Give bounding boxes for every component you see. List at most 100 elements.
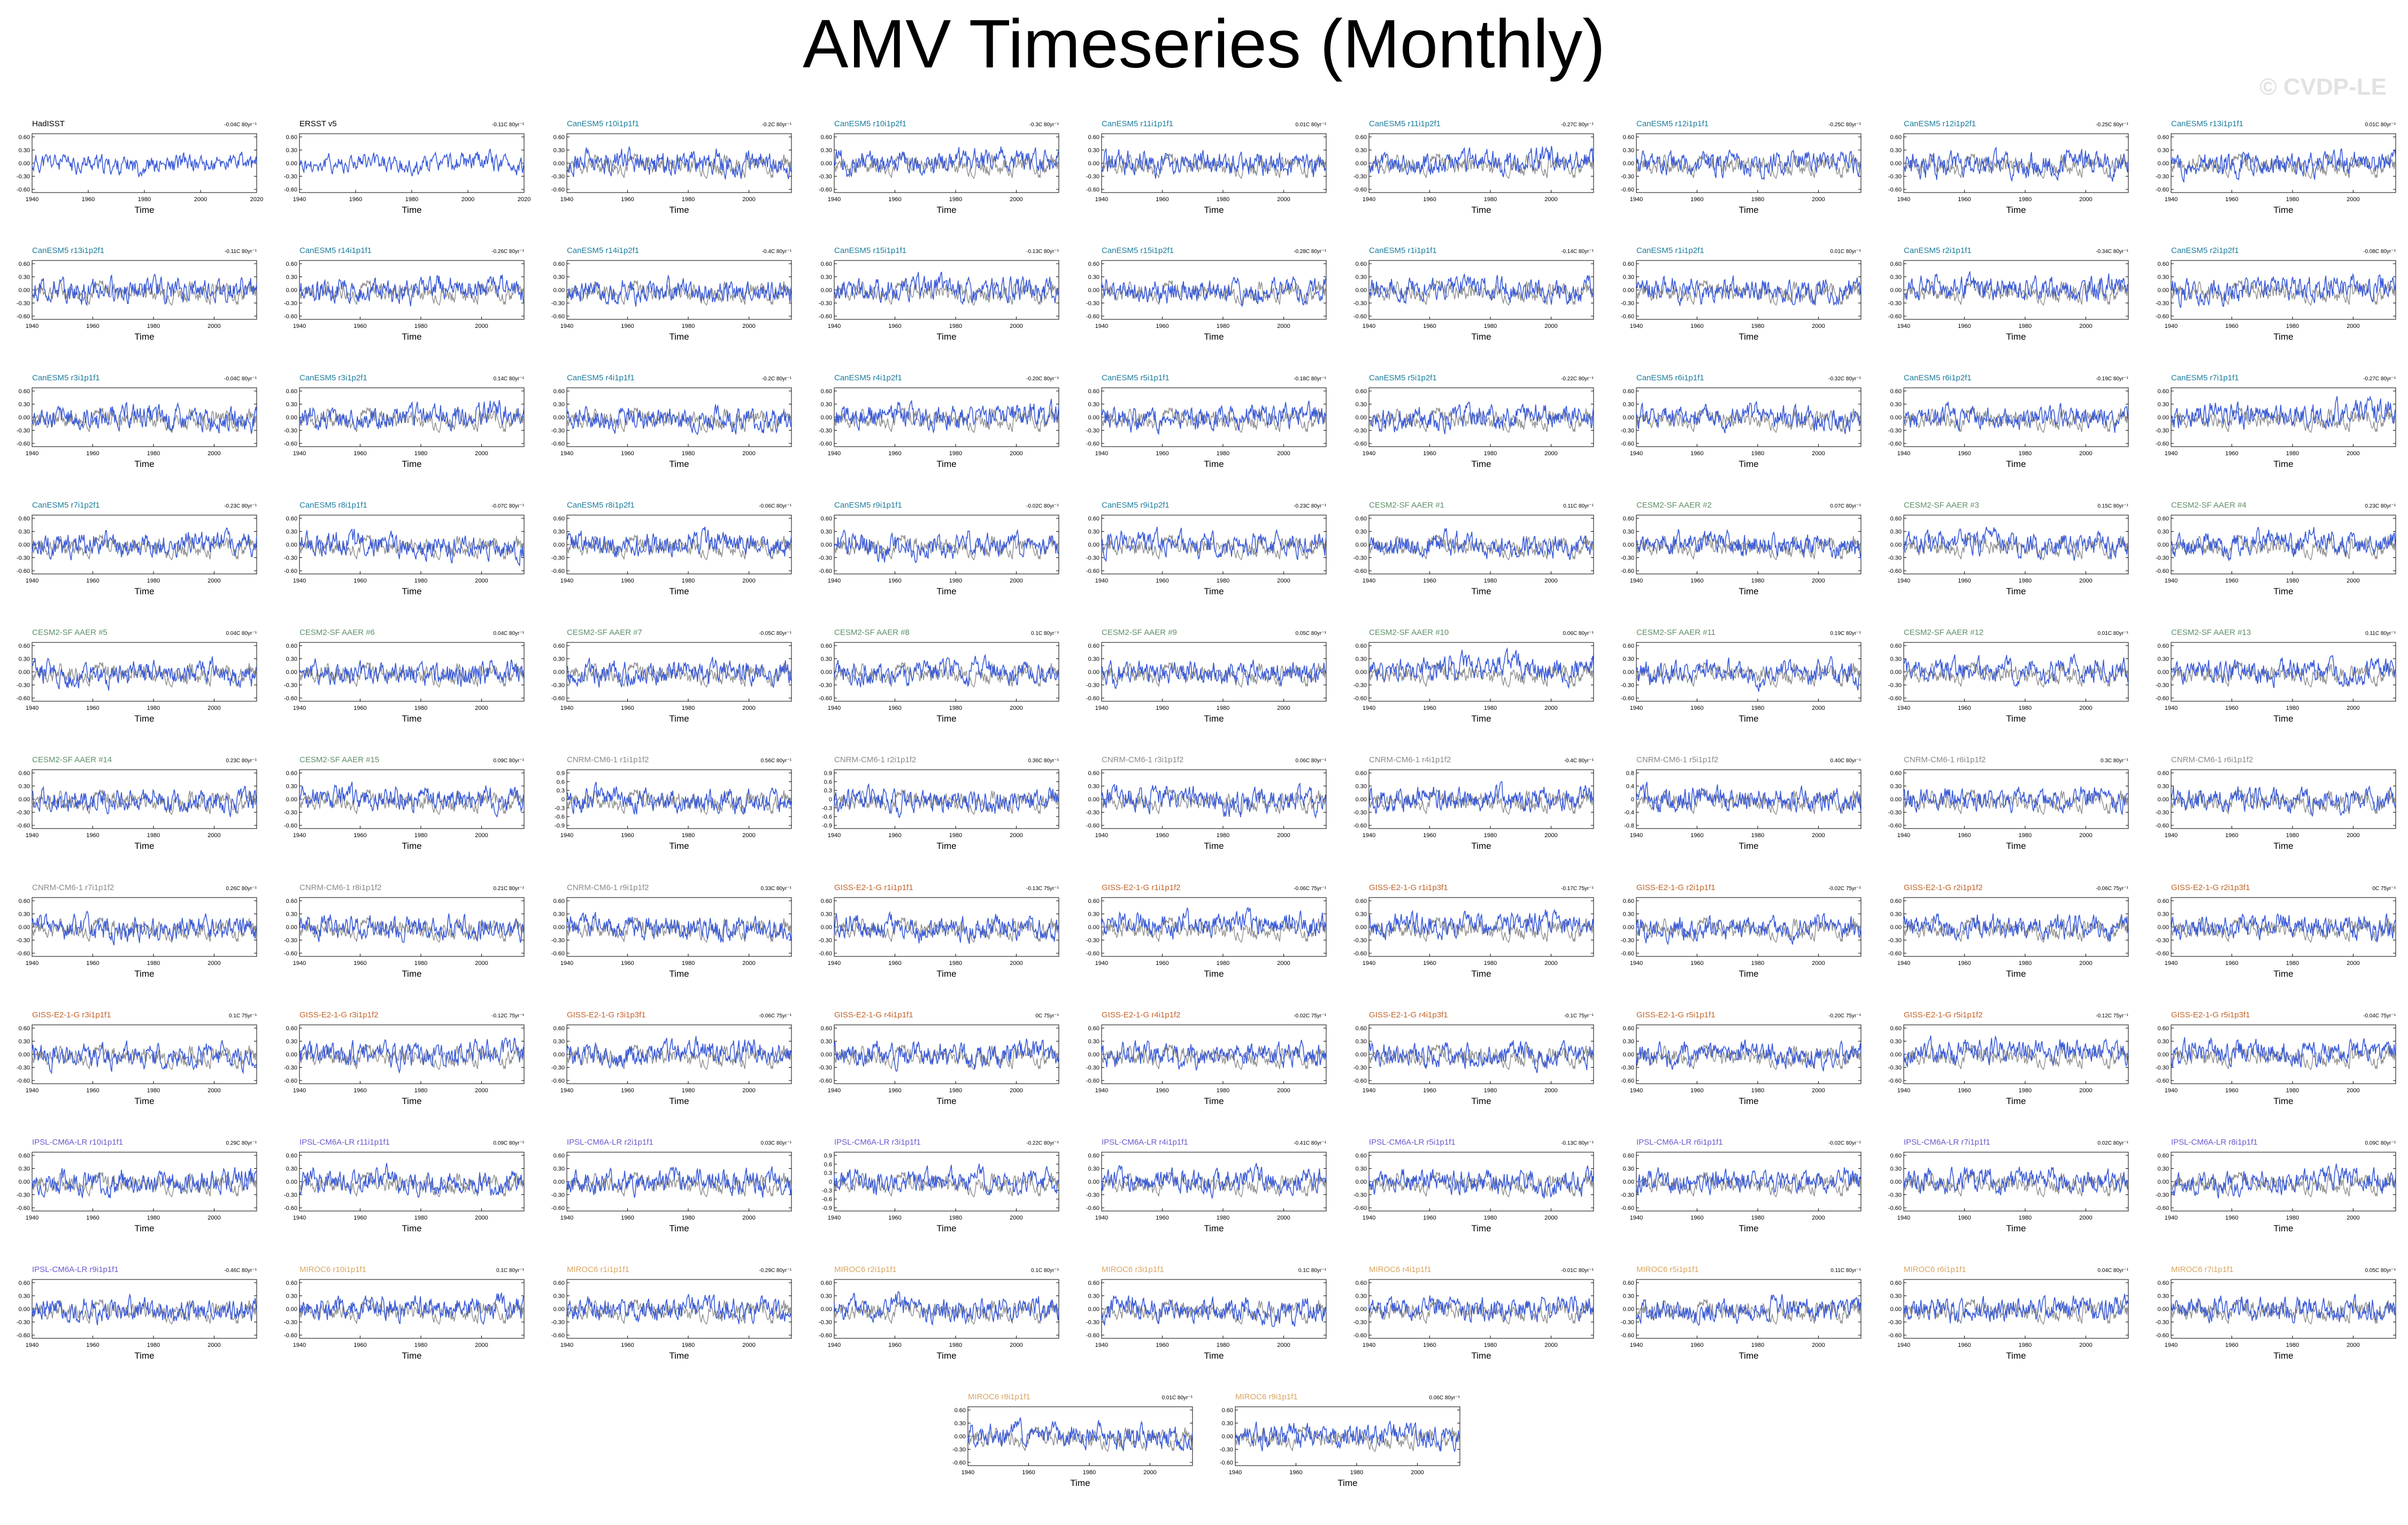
- x-tick-label: 1960: [621, 196, 634, 203]
- y-tick-label: -0.30: [1621, 1192, 1634, 1199]
- y-tick-label: -0.30: [2156, 683, 2169, 689]
- y-tick-label: -0.60: [1888, 1205, 1902, 1212]
- y-tick-label: -0.60: [1888, 1078, 1902, 1084]
- panel-trend: -0.2C 80yr⁻¹: [762, 122, 792, 128]
- x-axis-label: Time: [1204, 969, 1224, 979]
- x-tick-label: 1940: [26, 323, 39, 329]
- y-tick-label: -0.60: [819, 313, 832, 320]
- x-tick-label: 2000: [1812, 705, 1825, 711]
- panel-trend: -0.23C 80yr⁻¹: [224, 503, 257, 509]
- x-tick-label: 2000: [2079, 1342, 2092, 1348]
- y-tick-label: 0.60: [1356, 1025, 1367, 1032]
- panel-title: CanESM5 r1i1p1f1: [1369, 246, 1437, 255]
- x-tick-label: 1940: [1630, 832, 1643, 839]
- x-tick-label: 2000: [2347, 1342, 2359, 1348]
- panel-title: MIROC6 r9i1p1f1: [1235, 1392, 1298, 1401]
- timeseries-panel: CanESM5 r10i1p1f1 -0.2C 80yr⁻¹0.600.300.0…: [567, 119, 791, 220]
- panel-trend: 0.04C 80yr⁻¹: [493, 631, 524, 637]
- x-tick-label: 1960: [1690, 450, 1703, 457]
- y-tick-label: -0.30: [1086, 810, 1099, 816]
- y-tick-label: 0.60: [19, 134, 30, 141]
- model-series-line: [1636, 1040, 1861, 1071]
- y-tick-label: -0.30: [284, 428, 297, 434]
- y-tick-label: 0.00: [553, 1179, 565, 1185]
- y-tick-label: -0.60: [1086, 1332, 1099, 1339]
- y-tick-label: 0.30: [286, 1293, 297, 1300]
- y-tick-label: -0.60: [1888, 187, 1902, 193]
- y-tick-label: 0.30: [821, 1039, 832, 1045]
- panel-title: IPSL-CM6A-LR r5i1p1f1: [1369, 1138, 1456, 1147]
- x-tick-label: 1980: [147, 578, 160, 584]
- x-tick-label: 1940: [1095, 832, 1108, 839]
- y-tick-label: -0.30: [1888, 1192, 1902, 1199]
- x-tick-label: 1940: [560, 1087, 573, 1094]
- x-tick-label: 2000: [1544, 323, 1557, 329]
- y-tick-label: -0.60: [1353, 441, 1367, 447]
- x-tick-label: 1940: [1095, 1342, 1108, 1348]
- x-tick-label: 2000: [207, 578, 220, 584]
- x-axis-label: Time: [2273, 1351, 2293, 1361]
- x-axis-label: Time: [402, 841, 421, 851]
- y-tick-label: 0.00: [286, 1306, 297, 1313]
- x-tick-label: 2000: [742, 196, 755, 203]
- y-tick-label: 0.60: [1890, 516, 1902, 522]
- x-axis-label: Time: [1471, 586, 1491, 596]
- y-tick-label: -0.60: [819, 187, 832, 193]
- y-tick-label: -0.60: [284, 313, 297, 320]
- y-tick-label: -0.60: [1353, 1332, 1367, 1339]
- y-tick-label: 0.60: [955, 1407, 966, 1414]
- y-tick-label: 0.60: [1356, 643, 1367, 649]
- x-tick-label: 1940: [2165, 1342, 2178, 1348]
- y-tick-label: -0.30: [2156, 555, 2169, 562]
- y-tick-label: 0.00: [1890, 287, 1902, 294]
- y-tick-label: 0.60: [821, 261, 832, 267]
- x-axis-label: Time: [402, 969, 421, 979]
- x-tick-label: 1960: [1156, 323, 1168, 329]
- y-tick-label: 0.60: [553, 898, 565, 905]
- x-tick-label: 1980: [949, 323, 962, 329]
- y-tick-label: -0.30: [1621, 174, 1634, 180]
- y-tick-label: 0.60: [286, 770, 297, 777]
- y-tick-label: -0.60: [284, 187, 297, 193]
- y-tick-label: 0.60: [1356, 261, 1367, 267]
- x-tick-label: 1940: [828, 1215, 841, 1221]
- y-tick-label: -0.30: [284, 174, 297, 180]
- x-axis-label: Time: [2006, 205, 2026, 215]
- panel-title: GISS-E2-1-G r5i1p1f2: [1904, 1010, 1983, 1020]
- x-axis-label: Time: [134, 1223, 154, 1233]
- model-series-line: [1102, 784, 1326, 817]
- x-tick-label: 1980: [1484, 196, 1497, 203]
- timeseries-panel: MIROC6 r10i1p1f1 0.1C 80yr⁻¹0.600.300.00-…: [299, 1265, 524, 1366]
- y-tick-label: -0.30: [1086, 683, 1099, 689]
- timeseries-panel: IPSL-CM6A-LR r3i1p1f1 -0.22C 80yr⁻¹0.90.6…: [834, 1137, 1059, 1239]
- y-tick-label: 0.00: [19, 287, 30, 294]
- y-tick-label: 0.30: [1356, 656, 1367, 663]
- x-tick-label: 1980: [2019, 1342, 2032, 1348]
- y-tick-label: -0.60: [1353, 951, 1367, 957]
- x-tick-label: 2000: [2347, 960, 2359, 967]
- x-tick-label: 1960: [1958, 1215, 1971, 1221]
- y-tick-label: 0.60: [19, 643, 30, 649]
- x-axis-label: Time: [402, 332, 421, 342]
- y-tick-label: 0.30: [1356, 148, 1367, 154]
- y-tick-label: -0.60: [551, 1078, 565, 1084]
- panel-trend: -0.27C 80yr⁻¹: [2363, 376, 2396, 382]
- x-tick-label: 2000: [742, 578, 755, 584]
- timeseries-panel: CanESM5 r11i1p1f1 0.01C 80yr⁻¹0.600.300.0…: [1102, 119, 1326, 220]
- x-tick-label: 1940: [560, 450, 573, 457]
- model-series-line: [1636, 529, 1861, 559]
- y-tick-label: 0.30: [553, 402, 565, 408]
- y-tick-label: -0.60: [17, 1078, 30, 1084]
- x-tick-label: 1960: [1958, 705, 1971, 711]
- y-tick-label: 0.00: [2158, 287, 2169, 294]
- x-axis-label: Time: [134, 205, 154, 215]
- y-tick-label: -0.60: [284, 1078, 297, 1084]
- x-tick-label: 1980: [949, 960, 962, 967]
- y-tick-label: -0.30: [284, 938, 297, 944]
- y-tick-label: 0.30: [286, 274, 297, 281]
- x-tick-label: 2000: [1812, 578, 1825, 584]
- y-tick-label: -0.6: [822, 814, 832, 821]
- timeseries-panel: CanESM5 r3i1p2f1 0.14C 80yr⁻¹0.600.300.00…: [299, 373, 524, 474]
- y-tick-label: 0.30: [19, 1039, 30, 1045]
- y-tick-label: 0.60: [821, 516, 832, 522]
